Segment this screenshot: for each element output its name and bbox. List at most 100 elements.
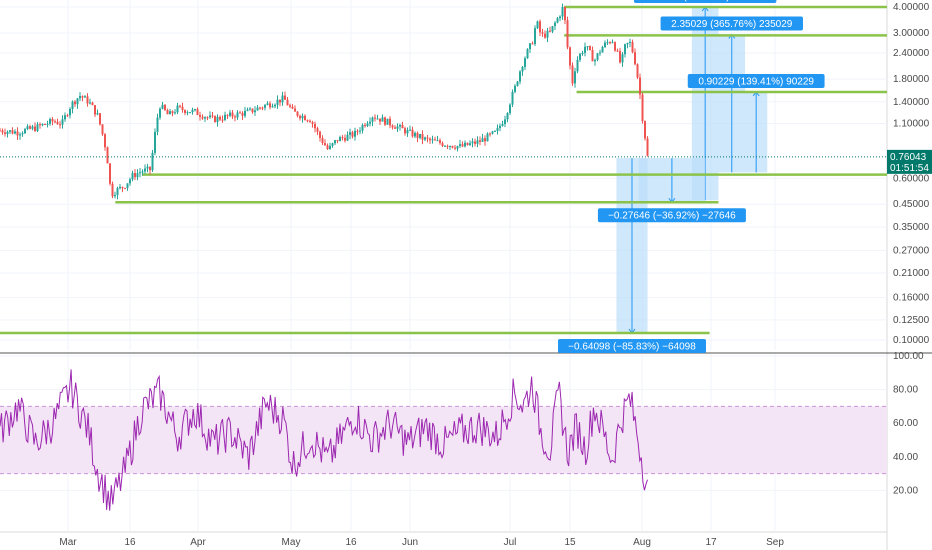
- candle-body: [316, 128, 319, 132]
- candle-body: [204, 117, 207, 119]
- candle-body: [504, 119, 507, 125]
- candle-body: [221, 119, 224, 121]
- time-axis[interactable]: Mar 16 Apr May 16 Jun Jul 15 Aug 17 Sep: [59, 537, 784, 548]
- candle-body: [324, 143, 327, 146]
- candle-body: [591, 50, 594, 62]
- candle-body: [321, 137, 324, 144]
- candle-body: [234, 116, 237, 118]
- candle-body: [414, 132, 417, 137]
- candle-body: [271, 106, 274, 108]
- candle-body: [64, 115, 67, 120]
- price-tick-label: 0.35000: [893, 222, 930, 233]
- price-tick-label: 0.10000: [893, 335, 930, 346]
- candle-body: [9, 130, 12, 132]
- candle-body: [104, 134, 107, 148]
- candle-body: [56, 121, 59, 125]
- candle-body: [449, 145, 452, 147]
- candle-body: [381, 117, 384, 122]
- candle-body: [489, 133, 492, 135]
- candle-body: [446, 145, 449, 147]
- candle-body: [391, 125, 394, 128]
- candle-body: [459, 144, 462, 147]
- candle-body: [366, 123, 369, 127]
- candle-body: [89, 102, 92, 104]
- candle-body: [106, 147, 109, 164]
- candle-body: [411, 129, 414, 137]
- candle-body: [604, 42, 607, 48]
- horizontal-levels[interactable]: [0, 5, 887, 335]
- candle-body: [51, 119, 54, 122]
- candle-body: [636, 64, 639, 78]
- candle-body: [196, 109, 199, 115]
- candle-body: [616, 50, 619, 52]
- measurement-label: 2.35029 (365.76%) 235029: [671, 19, 793, 30]
- rsi-tick-label: 40.00: [893, 452, 918, 463]
- candle-body: [146, 166, 149, 169]
- price-tick-label: 0.45000: [893, 199, 930, 210]
- candle-body: [454, 147, 457, 149]
- candle-body: [79, 95, 82, 99]
- candle-body: [11, 130, 14, 134]
- measurement-label-bg: [633, 0, 777, 3]
- candle-body: [529, 43, 532, 50]
- candle-body: [279, 99, 282, 103]
- candle-body: [496, 128, 499, 131]
- candle-body: [501, 124, 504, 126]
- candle-body: [174, 112, 177, 114]
- candle-body: [519, 71, 522, 82]
- candle-body: [326, 145, 329, 149]
- price-tick-label: 0.27000: [893, 245, 930, 256]
- candle-body: [149, 166, 152, 171]
- candle-body: [99, 113, 102, 125]
- countdown-label: 01:51:54: [890, 163, 929, 174]
- candle-body: [596, 53, 599, 60]
- candle-body: [54, 121, 57, 123]
- current-price-label: 0.76043: [890, 152, 927, 163]
- candle-body: [94, 105, 97, 115]
- candle-body: [201, 116, 204, 119]
- candle-body: [186, 112, 189, 114]
- candle-body: [276, 99, 279, 105]
- candle-body: [34, 126, 37, 131]
- candle-body: [154, 131, 157, 153]
- candle-body: [31, 126, 34, 129]
- candle-body: [509, 104, 512, 114]
- candle-body: [314, 123, 317, 129]
- candle-body: [389, 118, 392, 126]
- candle-body: [546, 30, 549, 38]
- candle-body: [539, 21, 542, 33]
- candle-body: [129, 179, 132, 184]
- candle-body: [336, 140, 339, 142]
- candle-body: [229, 112, 232, 116]
- candle-body: [101, 124, 104, 135]
- candle-body: [269, 103, 272, 108]
- candle-body: [266, 103, 269, 105]
- candle-body: [261, 107, 264, 109]
- candle-body: [621, 54, 624, 63]
- candle-body: [161, 104, 164, 109]
- candle-body: [44, 123, 47, 125]
- candle-body: [631, 41, 634, 53]
- candle-body: [66, 115, 69, 117]
- candle-body: [516, 81, 519, 86]
- candle-body: [499, 125, 502, 129]
- candle-body: [141, 171, 144, 173]
- candle-body: [164, 104, 167, 111]
- candle-body: [541, 32, 544, 34]
- candle-body: [19, 134, 22, 136]
- candle-body: [351, 132, 354, 137]
- candle-body: [484, 138, 487, 142]
- price-axis[interactable]: 4.00000 3.00000 2.40000 1.80000 1.40000 1.100…: [893, 2, 930, 346]
- candle-body: [61, 119, 64, 125]
- rsi-axis[interactable]: 100.00 80.00 60.00 40.00 20.00: [893, 351, 924, 496]
- candle-body: [556, 18, 559, 23]
- candle-body: [464, 142, 467, 147]
- candle-body: [296, 111, 299, 116]
- time-tick-label: 16: [124, 537, 136, 548]
- candle-body: [494, 130, 497, 132]
- candle-body: [354, 130, 357, 137]
- measurement-boxes[interactable]: [616, 6, 768, 334]
- candle-body: [156, 117, 159, 132]
- measurement-label-bg: [660, 16, 803, 31]
